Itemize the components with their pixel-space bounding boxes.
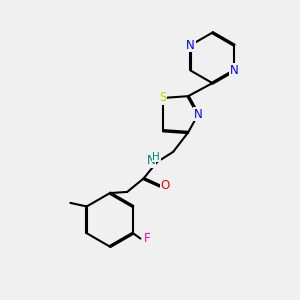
Text: F: F bbox=[144, 232, 150, 245]
Text: N: N bbox=[147, 154, 156, 167]
Text: N: N bbox=[194, 108, 203, 121]
Text: O: O bbox=[160, 179, 170, 193]
Text: N: N bbox=[230, 64, 239, 77]
Text: H: H bbox=[152, 152, 160, 162]
Text: S: S bbox=[159, 92, 167, 104]
Text: N: N bbox=[186, 39, 195, 52]
